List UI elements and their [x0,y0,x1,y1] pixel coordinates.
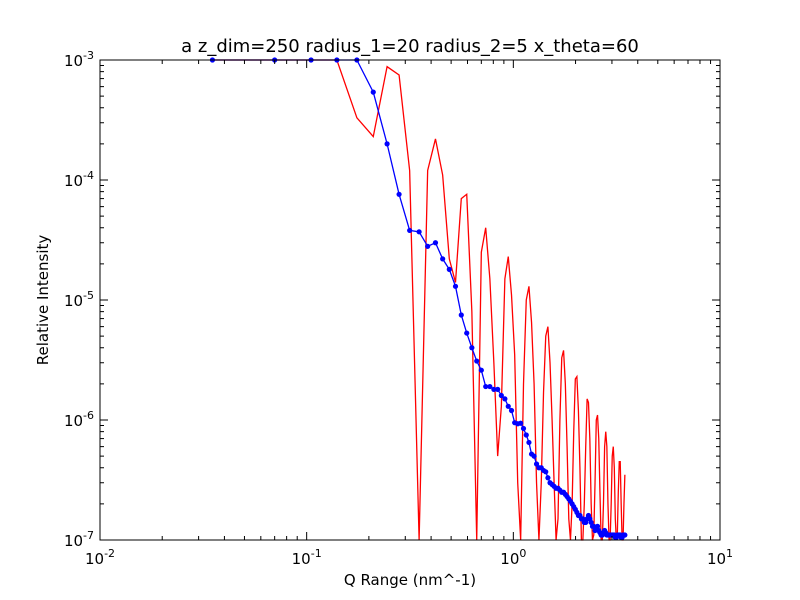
series-1-point [526,439,532,446]
series-0-line [212,59,626,541]
series-1-point [464,330,470,336]
series-1-point [483,383,489,390]
series-1-point [487,383,493,390]
y-axis-label: Relative Intensity [34,235,52,366]
y-tick-label: 10-4 [64,169,94,190]
series-1-point [432,240,439,246]
series-1-point [505,403,511,409]
series-1-point [416,229,422,235]
series-1-point [520,425,527,432]
series-1-point [495,386,501,392]
series-1-point [425,243,431,249]
x-tick-label: 100 [500,547,526,568]
series-1-point [384,141,390,147]
tick-layer: 10-2 10-1 100 101 10-7 10-6 10-5 10-4 10-3 [64,49,733,568]
series-1-point [502,396,508,402]
series-1-point [478,367,484,373]
series-1-point [458,312,464,318]
series-1-point [518,420,524,426]
series-1-point [622,532,628,538]
series-1-point [440,256,446,262]
series-1-point [452,283,459,289]
series-1-point [531,453,537,459]
x-axis-label: Q Range (nm^-1) [344,571,476,589]
series-1-point [533,461,540,467]
x-tick-label: 101 [707,547,733,568]
series-1-point [370,89,376,95]
y-tick-label: 10-5 [64,289,94,310]
series-1-point [491,386,497,392]
y-tick-label: 10-6 [64,409,94,430]
series-1-point [446,266,452,272]
series-1-point [523,432,529,438]
y-tick-label: 10-7 [64,529,94,550]
series-1-point [508,407,515,414]
series-1-point [545,475,551,481]
chart-title: a z_dim=250 radius_1=20 radius_2=5 x_the… [181,36,639,57]
series-1-point [543,469,549,475]
series-1-point [396,191,402,197]
series-1-point [498,392,504,399]
y-tick-label: 10-3 [64,49,94,70]
series-1-point [594,523,601,529]
series-1-point [474,358,480,364]
series-1-point [407,227,413,234]
x-tick-label: 10-2 [85,547,115,568]
series-layer [209,57,628,541]
series-1-point [469,345,475,351]
x-tick-label: 10-1 [292,547,322,568]
